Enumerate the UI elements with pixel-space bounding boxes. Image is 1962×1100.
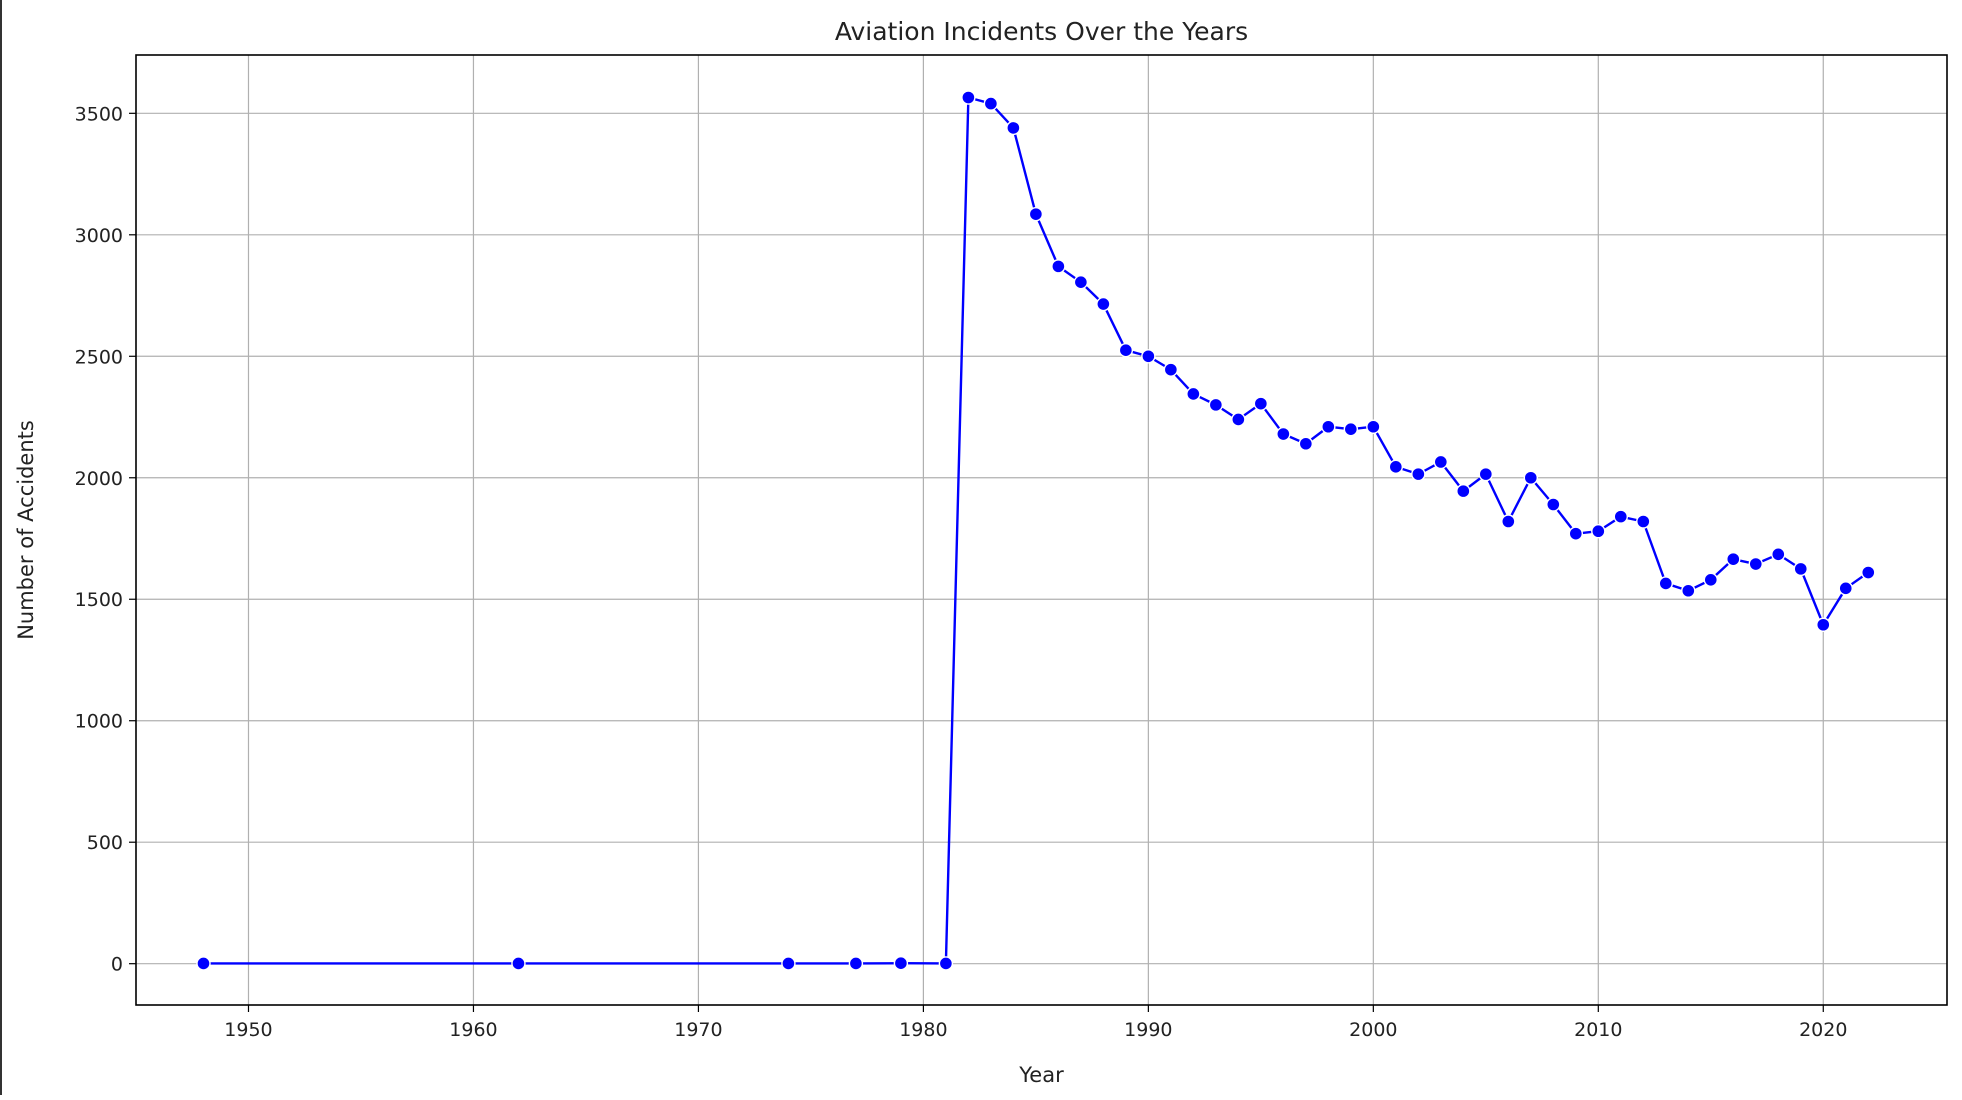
x-tick-label: 1970 bbox=[674, 1019, 722, 1041]
y-tick-label: 0 bbox=[111, 954, 123, 976]
data-point bbox=[1793, 561, 1808, 577]
data-point bbox=[1411, 466, 1426, 482]
chart-title: Aviation Incidents Over the Years bbox=[835, 17, 1248, 46]
data-point bbox=[1366, 419, 1381, 434]
y-tick-label: 3500 bbox=[75, 103, 123, 125]
y-tick-label: 1500 bbox=[75, 589, 123, 611]
plot-area-border bbox=[135, 54, 1948, 1006]
data-point bbox=[1253, 396, 1269, 411]
data-point bbox=[1478, 466, 1494, 482]
data-point bbox=[1141, 349, 1156, 364]
data-point bbox=[1501, 514, 1516, 529]
data-point bbox=[961, 90, 976, 105]
x-tick-label: 1990 bbox=[1124, 1019, 1172, 1041]
data-point bbox=[1163, 362, 1179, 377]
data-point bbox=[1523, 470, 1539, 485]
data-point bbox=[1321, 419, 1336, 434]
data-point bbox=[1456, 483, 1471, 499]
data-point bbox=[983, 96, 999, 111]
data-point bbox=[848, 956, 864, 971]
y-axis-ticks: 0 500 1000 1500 2000 2500 3000 3500 bbox=[75, 103, 136, 976]
data-point bbox=[1726, 551, 1741, 567]
data-point bbox=[1838, 581, 1853, 596]
data-point bbox=[1208, 397, 1224, 413]
data-point bbox=[1613, 509, 1628, 524]
series-markers bbox=[196, 90, 1876, 971]
data-point bbox=[1591, 524, 1606, 539]
data-point bbox=[1276, 426, 1291, 442]
x-tick-label: 2010 bbox=[1574, 1019, 1622, 1041]
data-point bbox=[1096, 296, 1111, 312]
data-point bbox=[1433, 454, 1449, 470]
data-point bbox=[196, 956, 211, 971]
data-point bbox=[1051, 259, 1066, 274]
y-tick-label: 3000 bbox=[75, 225, 123, 247]
data-point bbox=[511, 956, 526, 971]
data-point bbox=[1771, 547, 1786, 562]
series-path bbox=[203, 96, 1869, 965]
data-point bbox=[1546, 497, 1561, 512]
x-tick-label: 2000 bbox=[1349, 1019, 1397, 1041]
data-point bbox=[1816, 617, 1831, 632]
x-tick-label: 2020 bbox=[1799, 1019, 1847, 1041]
data-point bbox=[1028, 206, 1044, 222]
data-point bbox=[938, 956, 954, 971]
data-point bbox=[1568, 526, 1584, 541]
x-axis-title: Year bbox=[1018, 1063, 1064, 1087]
data-point bbox=[1118, 343, 1134, 358]
data-point bbox=[893, 956, 909, 971]
data-point bbox=[781, 956, 796, 971]
data-point bbox=[1748, 556, 1763, 572]
x-axis-ticks: 1950 1960 1970 1980 1990 2000 2010 2020 bbox=[224, 1005, 1847, 1041]
y-tick-label: 1000 bbox=[75, 711, 123, 733]
data-point bbox=[1343, 421, 1359, 437]
series-line bbox=[203, 96, 1869, 965]
y-tick-label: 2500 bbox=[75, 346, 123, 368]
data-point bbox=[1298, 436, 1314, 451]
y-tick-label: 500 bbox=[87, 832, 123, 854]
y-axis-title: Number of Accidents bbox=[14, 420, 38, 640]
data-point bbox=[1861, 565, 1876, 580]
data-point bbox=[1636, 514, 1651, 529]
data-point bbox=[1186, 386, 1201, 402]
data-point bbox=[1073, 274, 1089, 290]
data-point bbox=[1681, 583, 1696, 598]
data-point bbox=[1231, 412, 1246, 427]
data-point bbox=[1006, 120, 1021, 136]
data-point bbox=[1388, 459, 1404, 475]
data-point bbox=[1703, 572, 1718, 588]
x-tick-label: 1960 bbox=[449, 1019, 497, 1041]
y-tick-label: 2000 bbox=[75, 468, 123, 490]
window-edge bbox=[0, 0, 2, 1095]
x-tick-label: 1980 bbox=[899, 1019, 947, 1041]
grid bbox=[136, 55, 1947, 1005]
data-point bbox=[1658, 576, 1673, 591]
x-tick-label: 1950 bbox=[224, 1019, 272, 1041]
